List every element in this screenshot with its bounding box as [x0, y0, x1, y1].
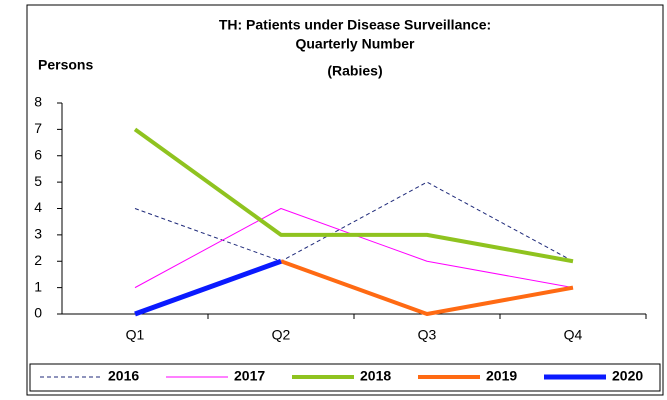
legend-label: 2019 — [486, 368, 517, 384]
y-tick-label: 0 — [34, 305, 42, 321]
y-tick-label: 3 — [34, 226, 42, 242]
chart-title: (Rabies) — [327, 63, 382, 79]
y-tick-label: 1 — [34, 278, 42, 294]
chart-title: TH: Patients under Disease Surveillance: — [219, 17, 491, 33]
chart-frame — [26, 4, 664, 396]
x-tick-label: Q4 — [564, 327, 583, 343]
x-tick-label: Q2 — [272, 327, 291, 343]
chart-title: Quarterly Number — [295, 36, 415, 52]
x-tick-label: Q1 — [126, 327, 145, 343]
legend-label: 2020 — [612, 368, 643, 384]
y-tick-label: 6 — [34, 146, 42, 162]
y-tick-label: 4 — [34, 199, 42, 215]
y-tick-label: 7 — [34, 120, 42, 136]
series-line — [134, 181, 574, 262]
y-axis-label: Persons — [38, 57, 93, 73]
x-tick-label: Q3 — [418, 327, 437, 343]
legend-label: 2018 — [360, 368, 391, 384]
y-tick-label: 2 — [34, 252, 42, 268]
y-tick-label: 8 — [34, 94, 42, 110]
series-line — [134, 258, 282, 317]
legend-box — [29, 363, 661, 392]
y-tick-label: 5 — [34, 173, 42, 189]
legend-label: 2017 — [234, 368, 265, 384]
series-line — [280, 259, 574, 316]
series-line — [133, 127, 574, 264]
legend-label: 2016 — [108, 368, 139, 384]
